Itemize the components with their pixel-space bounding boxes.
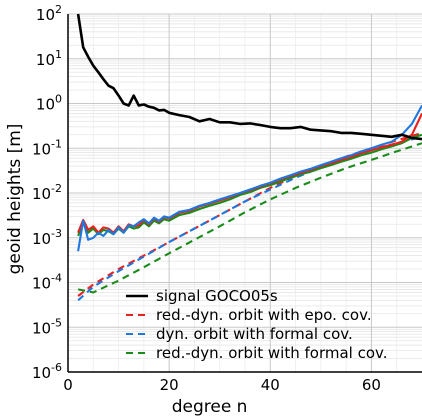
x-tick-label: 20 (160, 376, 179, 394)
y-tick-label: 10-2 (32, 182, 62, 203)
series-line-2 (77, 135, 422, 302)
x-tick-label: 40 (261, 376, 280, 394)
legend-label: signal GOCO05s (156, 287, 278, 305)
y-tick-label: 10-5 (32, 316, 62, 337)
series-layer (76, 13, 422, 302)
x-tick-label: 0 (63, 376, 73, 394)
y-tick-label: 10-6 (32, 361, 62, 382)
y-tick-label: 101 (36, 48, 62, 69)
x-axis-label: degree n (172, 397, 248, 417)
y-axis-label: geoid heights [m] (5, 124, 25, 275)
series-line-0 (76, 13, 422, 141)
legend-label: red.-dyn. orbit with epo. cov. (156, 306, 372, 324)
legend-label: red.-dyn. orbit with formal cov. (156, 344, 388, 362)
y-tick-label: 10-4 (32, 272, 62, 293)
y-tick-label: 10-3 (32, 227, 62, 248)
y-tick-label: 102 (36, 3, 62, 24)
y-tick-label: 10-1 (32, 137, 62, 158)
legend-label: dyn. orbit with formal cov. (156, 325, 353, 343)
x-tick-label: 60 (362, 376, 381, 394)
series-line-3 (77, 142, 422, 294)
y-ticks: 10-6 10-5 10-4 10-3 10-2 10-1 100 101 102 (32, 3, 62, 382)
series-line-6 (77, 104, 422, 252)
x-ticks: 0 20 40 60 (63, 376, 381, 394)
y-tick-label: 100 (36, 93, 62, 114)
